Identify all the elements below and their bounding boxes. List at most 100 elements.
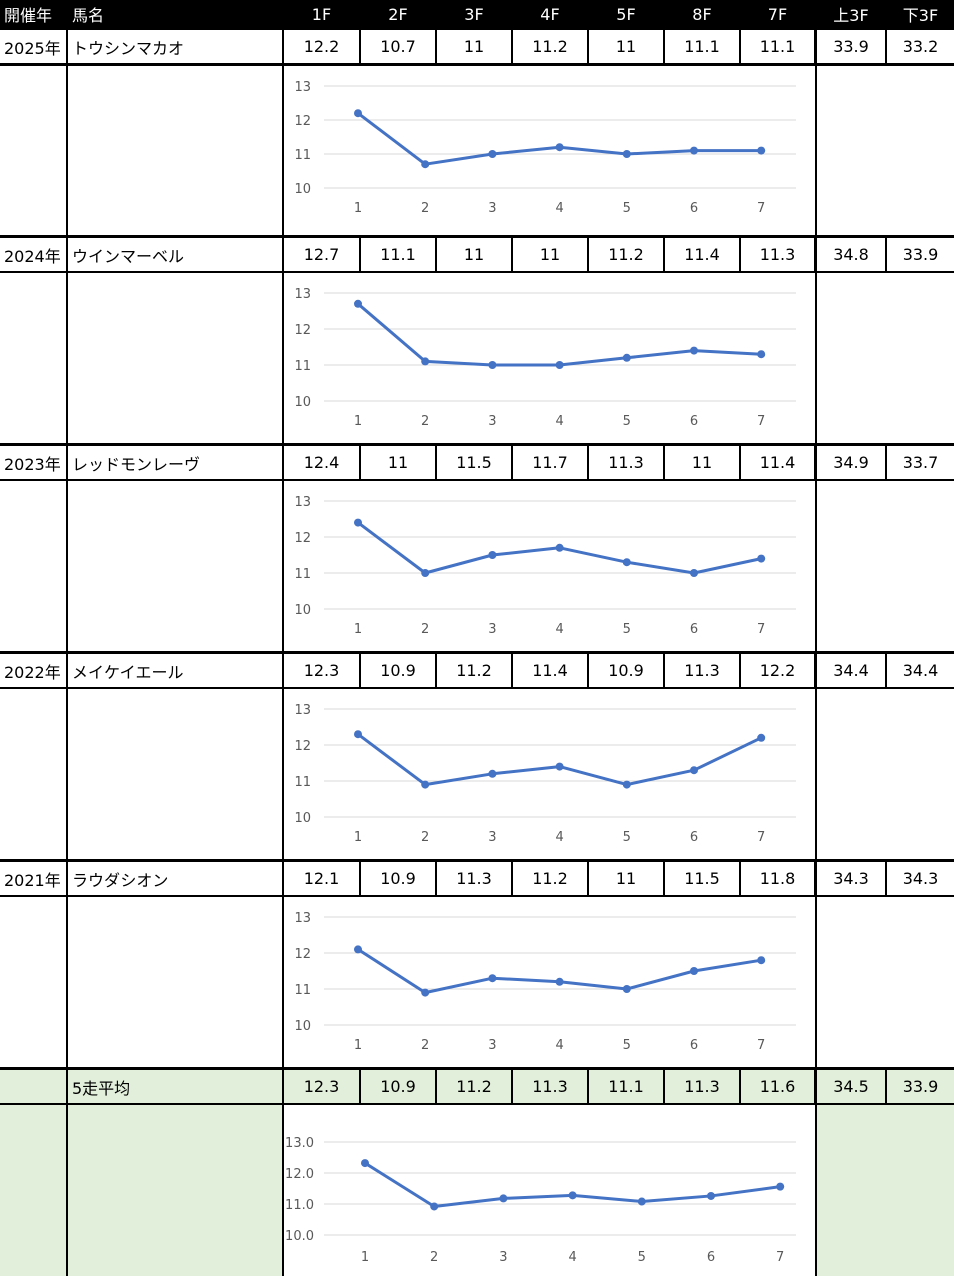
lap-time-cell: 10.9 [361,654,435,687]
data-point [707,1191,715,1200]
data-point [622,558,631,567]
lap-time-cell: 11 [589,30,663,63]
data-point [690,569,698,577]
y-tick-label: 11 [294,359,311,374]
first3f-cell: 34.9 [817,446,885,479]
data-point [568,1191,577,1200]
x-tick-label: 5 [623,622,631,637]
data-point [354,518,362,527]
data-point [488,974,497,983]
x-tick-label: 7 [757,201,765,216]
data-point [361,1159,369,1168]
y-tick-label: 11 [294,775,311,790]
y-tick-label: 10 [294,603,311,618]
y-tick-label: 12 [294,947,311,962]
lap-time-cell: 11 [361,446,435,479]
lap-time-cell: 11.2 [437,1070,511,1103]
year-cell: 2021年 [0,862,66,895]
header-lap-3: 3F [437,0,511,28]
x-tick-label: 5 [623,414,631,429]
y-tick-label: 12 [294,531,311,546]
y-tick-label: 10 [294,1019,311,1034]
lap-time-cell: 11 [513,238,587,271]
y-tick-label: 10 [294,395,311,410]
x-tick-label: 1 [354,622,362,637]
data-point [555,543,564,552]
header-lap-1: 1F [284,0,359,28]
lap-time-cell: 11.3 [589,446,663,479]
x-tick-label: 2 [421,201,429,216]
empty-cell [68,273,282,443]
header-first3f: 上3F [817,0,885,28]
empty-cell [817,273,954,443]
header-lap-7: 7F [741,0,814,28]
data-point [499,1194,508,1203]
lap-time-cell: 11.3 [665,654,739,687]
year-cell: 2025年 [0,30,66,63]
first3f-cell: 34.3 [817,862,885,895]
x-tick-label: 6 [690,201,698,216]
x-tick-label: 4 [555,414,563,429]
data-point [354,945,362,954]
y-tick-label: 12 [294,323,311,338]
last3f-cell: 33.9 [887,238,954,271]
data-point [421,569,430,577]
lap-time-cell: 11.5 [437,446,511,479]
data-point [690,967,698,975]
lap-chart: 10 11 12 13 1 2 3 4 5 6 7 [284,66,815,235]
data-point [421,357,430,366]
header-lap-6: 8F [665,0,739,28]
horse-name: ウインマーベル [68,238,282,271]
lap-time-cell: 11.4 [665,238,739,271]
last3f-cell: 33.7 [887,446,954,479]
header-lap-2: 2F [361,0,435,28]
lap-time-cell: 11.3 [665,1070,739,1103]
x-tick-label: 2 [421,830,429,845]
lap-time-cell: 11.3 [741,238,814,271]
lap-time-cell: 10.9 [361,1070,435,1103]
y-tick-label: 12 [294,114,311,129]
lap-time-cell: 11 [437,30,511,63]
series-line [357,302,762,367]
y-tick-label: 13 [294,911,311,926]
lap-chart: 10 11 12 13 1 2 3 4 5 6 7 [284,897,815,1067]
data-point [622,150,631,158]
lap-time-cell: 11 [437,238,511,271]
empty-cell [817,481,954,651]
x-tick-label: 7 [757,1038,765,1053]
empty-cell [68,897,282,1067]
data-point [555,977,564,986]
empty-cell [68,481,282,651]
x-tick-label: 4 [555,622,563,637]
empty-cell [817,897,954,1067]
lap-time-cell: 11.1 [589,1070,663,1103]
empty-cell [0,66,66,235]
x-tick-label: 1 [354,201,362,216]
lap-chart: 10.0 11.0 12.0 13.0 1 2 3 4 5 6 7 [284,1105,815,1276]
x-tick-label: 6 [690,414,698,429]
data-point [430,1202,439,1211]
horse-name: 5走平均 [68,1070,282,1103]
x-tick-label: 3 [488,830,496,845]
y-tick-label: 13 [294,80,311,95]
lap-time-cell: 11 [589,862,663,895]
lap-time-cell: 10.9 [589,654,663,687]
data-point [488,769,497,778]
first3f-cell: 34.5 [817,1070,885,1103]
x-tick-label: 5 [623,1038,631,1053]
x-tick-label: 7 [757,830,765,845]
lap-time-cell: 12.3 [284,1070,359,1103]
lap-time-cell: 11.3 [513,1070,587,1103]
horse-name: トウシンマカオ [68,30,282,63]
x-tick-label: 3 [488,414,496,429]
empty-cell [0,481,66,651]
x-tick-label: 7 [757,622,765,637]
empty-cell [0,897,66,1067]
empty-cell [0,1105,66,1276]
lap-time-cell: 12.3 [284,654,359,687]
year-cell [0,1070,66,1103]
y-tick-label: 10 [294,811,311,826]
data-point [622,780,631,789]
